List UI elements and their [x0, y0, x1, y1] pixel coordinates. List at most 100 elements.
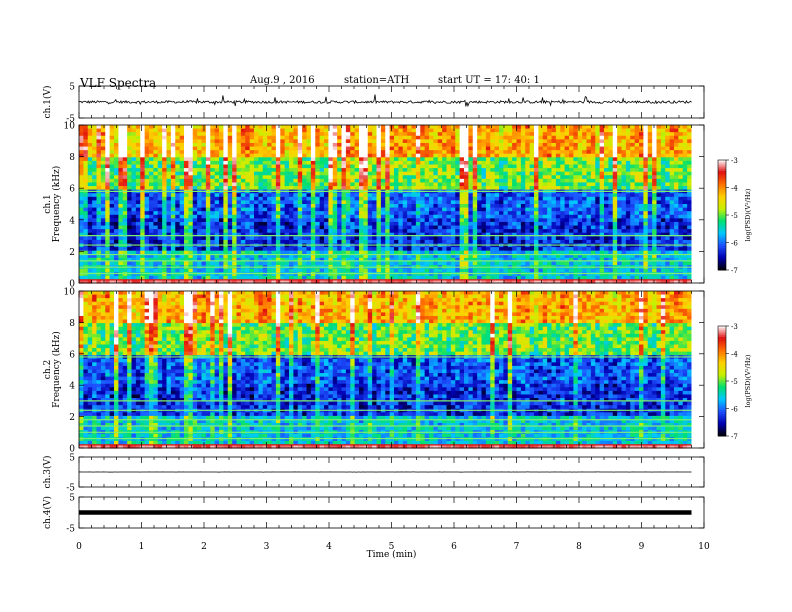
spectrogram-cell — [337, 196, 343, 202]
spectrogram-cell — [135, 168, 141, 173]
spectrogram-cell — [499, 221, 504, 227]
spectrogram-cell — [258, 232, 264, 237]
spectrogram-cell — [153, 186, 159, 191]
spectrogram-cell — [210, 164, 216, 169]
spectrogram-cell — [516, 150, 522, 155]
spectrogram-cell — [534, 200, 539, 205]
spectrogram-cell — [166, 171, 172, 176]
spectrogram-cell — [674, 164, 679, 169]
spectrogram-cell — [262, 178, 268, 184]
spectrogram-cell — [219, 146, 224, 151]
spectrogram-cell — [538, 175, 544, 180]
spectrogram-cell — [485, 142, 491, 148]
spectrogram-cell — [687, 139, 693, 144]
spectrogram-cell — [634, 135, 640, 140]
spectrogram-cell — [324, 247, 329, 252]
spectrogram-cell — [315, 139, 321, 144]
spectrogram-cell — [192, 232, 198, 237]
spectrogram-cell — [499, 150, 504, 155]
spectrogram-cell — [254, 214, 259, 219]
spectrogram-cell — [144, 178, 150, 184]
spectrogram-cell — [284, 142, 290, 148]
spectrogram-cell — [464, 128, 469, 133]
spectrogram-cell — [542, 168, 548, 173]
spectrogram-cell — [114, 178, 119, 184]
spectrogram-cell — [494, 142, 500, 148]
spectrogram-cell — [328, 193, 334, 198]
spectrogram-cell — [643, 221, 649, 227]
spectrogram-cell — [328, 157, 334, 162]
spectrogram-cell — [310, 178, 316, 184]
spectrogram-cell — [372, 142, 378, 148]
spectrogram-cell — [437, 200, 443, 205]
spectrogram-cell — [188, 204, 194, 209]
spectrogram-cell — [376, 132, 382, 137]
spectrogram-cell — [590, 171, 596, 176]
spectrogram-cell — [324, 175, 329, 180]
spectrogram-cell — [315, 168, 321, 173]
spectrogram-cell — [630, 164, 636, 169]
spectrogram-cell — [577, 160, 583, 166]
spectrogram-cell — [227, 239, 233, 245]
spectrogram-cell — [135, 214, 141, 219]
spectrogram-cell — [551, 196, 557, 202]
spectrogram-cell — [617, 175, 623, 180]
spectrogram-cell — [214, 153, 220, 158]
spectrogram-cell — [293, 232, 299, 237]
spectrogram-cell — [280, 193, 286, 198]
spectrogram-cell — [118, 182, 124, 187]
spectrogram-cell — [258, 157, 264, 162]
spectrogram-cell — [402, 221, 408, 227]
spectrogram-cell — [407, 232, 413, 237]
spectrogram-cell — [442, 146, 448, 151]
spectrogram-cell — [315, 153, 321, 158]
spectrogram-cell — [249, 204, 255, 209]
spectrogram-cell — [122, 225, 128, 230]
spectrogram-cell — [197, 218, 203, 223]
spectrogram-cell — [219, 171, 224, 176]
spectrogram-cell — [345, 247, 351, 252]
spectrogram-cell — [127, 135, 133, 140]
spectrogram-cell — [604, 193, 609, 198]
spectrogram-cell — [442, 247, 448, 252]
spectrogram-cell — [621, 221, 627, 227]
spectrogram-cell — [586, 132, 592, 137]
spectrogram-cell — [433, 168, 439, 173]
spectrogram-cell — [332, 229, 338, 234]
spectrogram-cell — [240, 214, 246, 219]
spectrogram-cell — [446, 171, 452, 176]
spectrogram-cell — [599, 153, 605, 158]
spectrogram-cell — [376, 171, 382, 176]
spectrogram-cell — [92, 150, 98, 155]
spectrogram-cell — [376, 178, 382, 184]
spectrogram-cell — [472, 171, 478, 176]
spectrogram-cell — [512, 153, 518, 158]
spectrogram-cell — [219, 214, 224, 219]
spectrogram-cell — [144, 186, 150, 191]
spectrogram-cell — [122, 168, 128, 173]
spectrogram-cell — [459, 247, 465, 252]
spectrogram-cell — [153, 247, 159, 252]
spectrogram-cell — [109, 135, 115, 140]
spectrogram-cell — [656, 135, 662, 140]
spectrogram-cell — [555, 232, 561, 237]
spectrogram-cell — [372, 182, 378, 187]
spectrogram-cell — [227, 132, 233, 137]
spectrogram-cell — [687, 218, 693, 223]
spectrogram-cell — [560, 160, 566, 166]
spectrogram-cell — [315, 232, 321, 237]
spectrogram-cell — [297, 186, 303, 191]
spectrogram-cell — [302, 132, 308, 137]
spectrogram-cell — [380, 214, 386, 219]
spectrogram-cell — [170, 229, 176, 234]
spectrogram-cell — [534, 146, 539, 151]
spectrogram-cell — [402, 182, 408, 187]
spectrogram-cell — [332, 171, 338, 176]
spectrogram-cell — [175, 214, 181, 219]
spectrogram-cell — [499, 218, 504, 223]
spectrogram-cell — [227, 204, 233, 209]
spectrogram-cell — [630, 186, 636, 191]
spectrogram-cell — [472, 157, 478, 162]
spectrogram-cell — [507, 128, 513, 133]
spectrogram-cell — [499, 182, 504, 187]
